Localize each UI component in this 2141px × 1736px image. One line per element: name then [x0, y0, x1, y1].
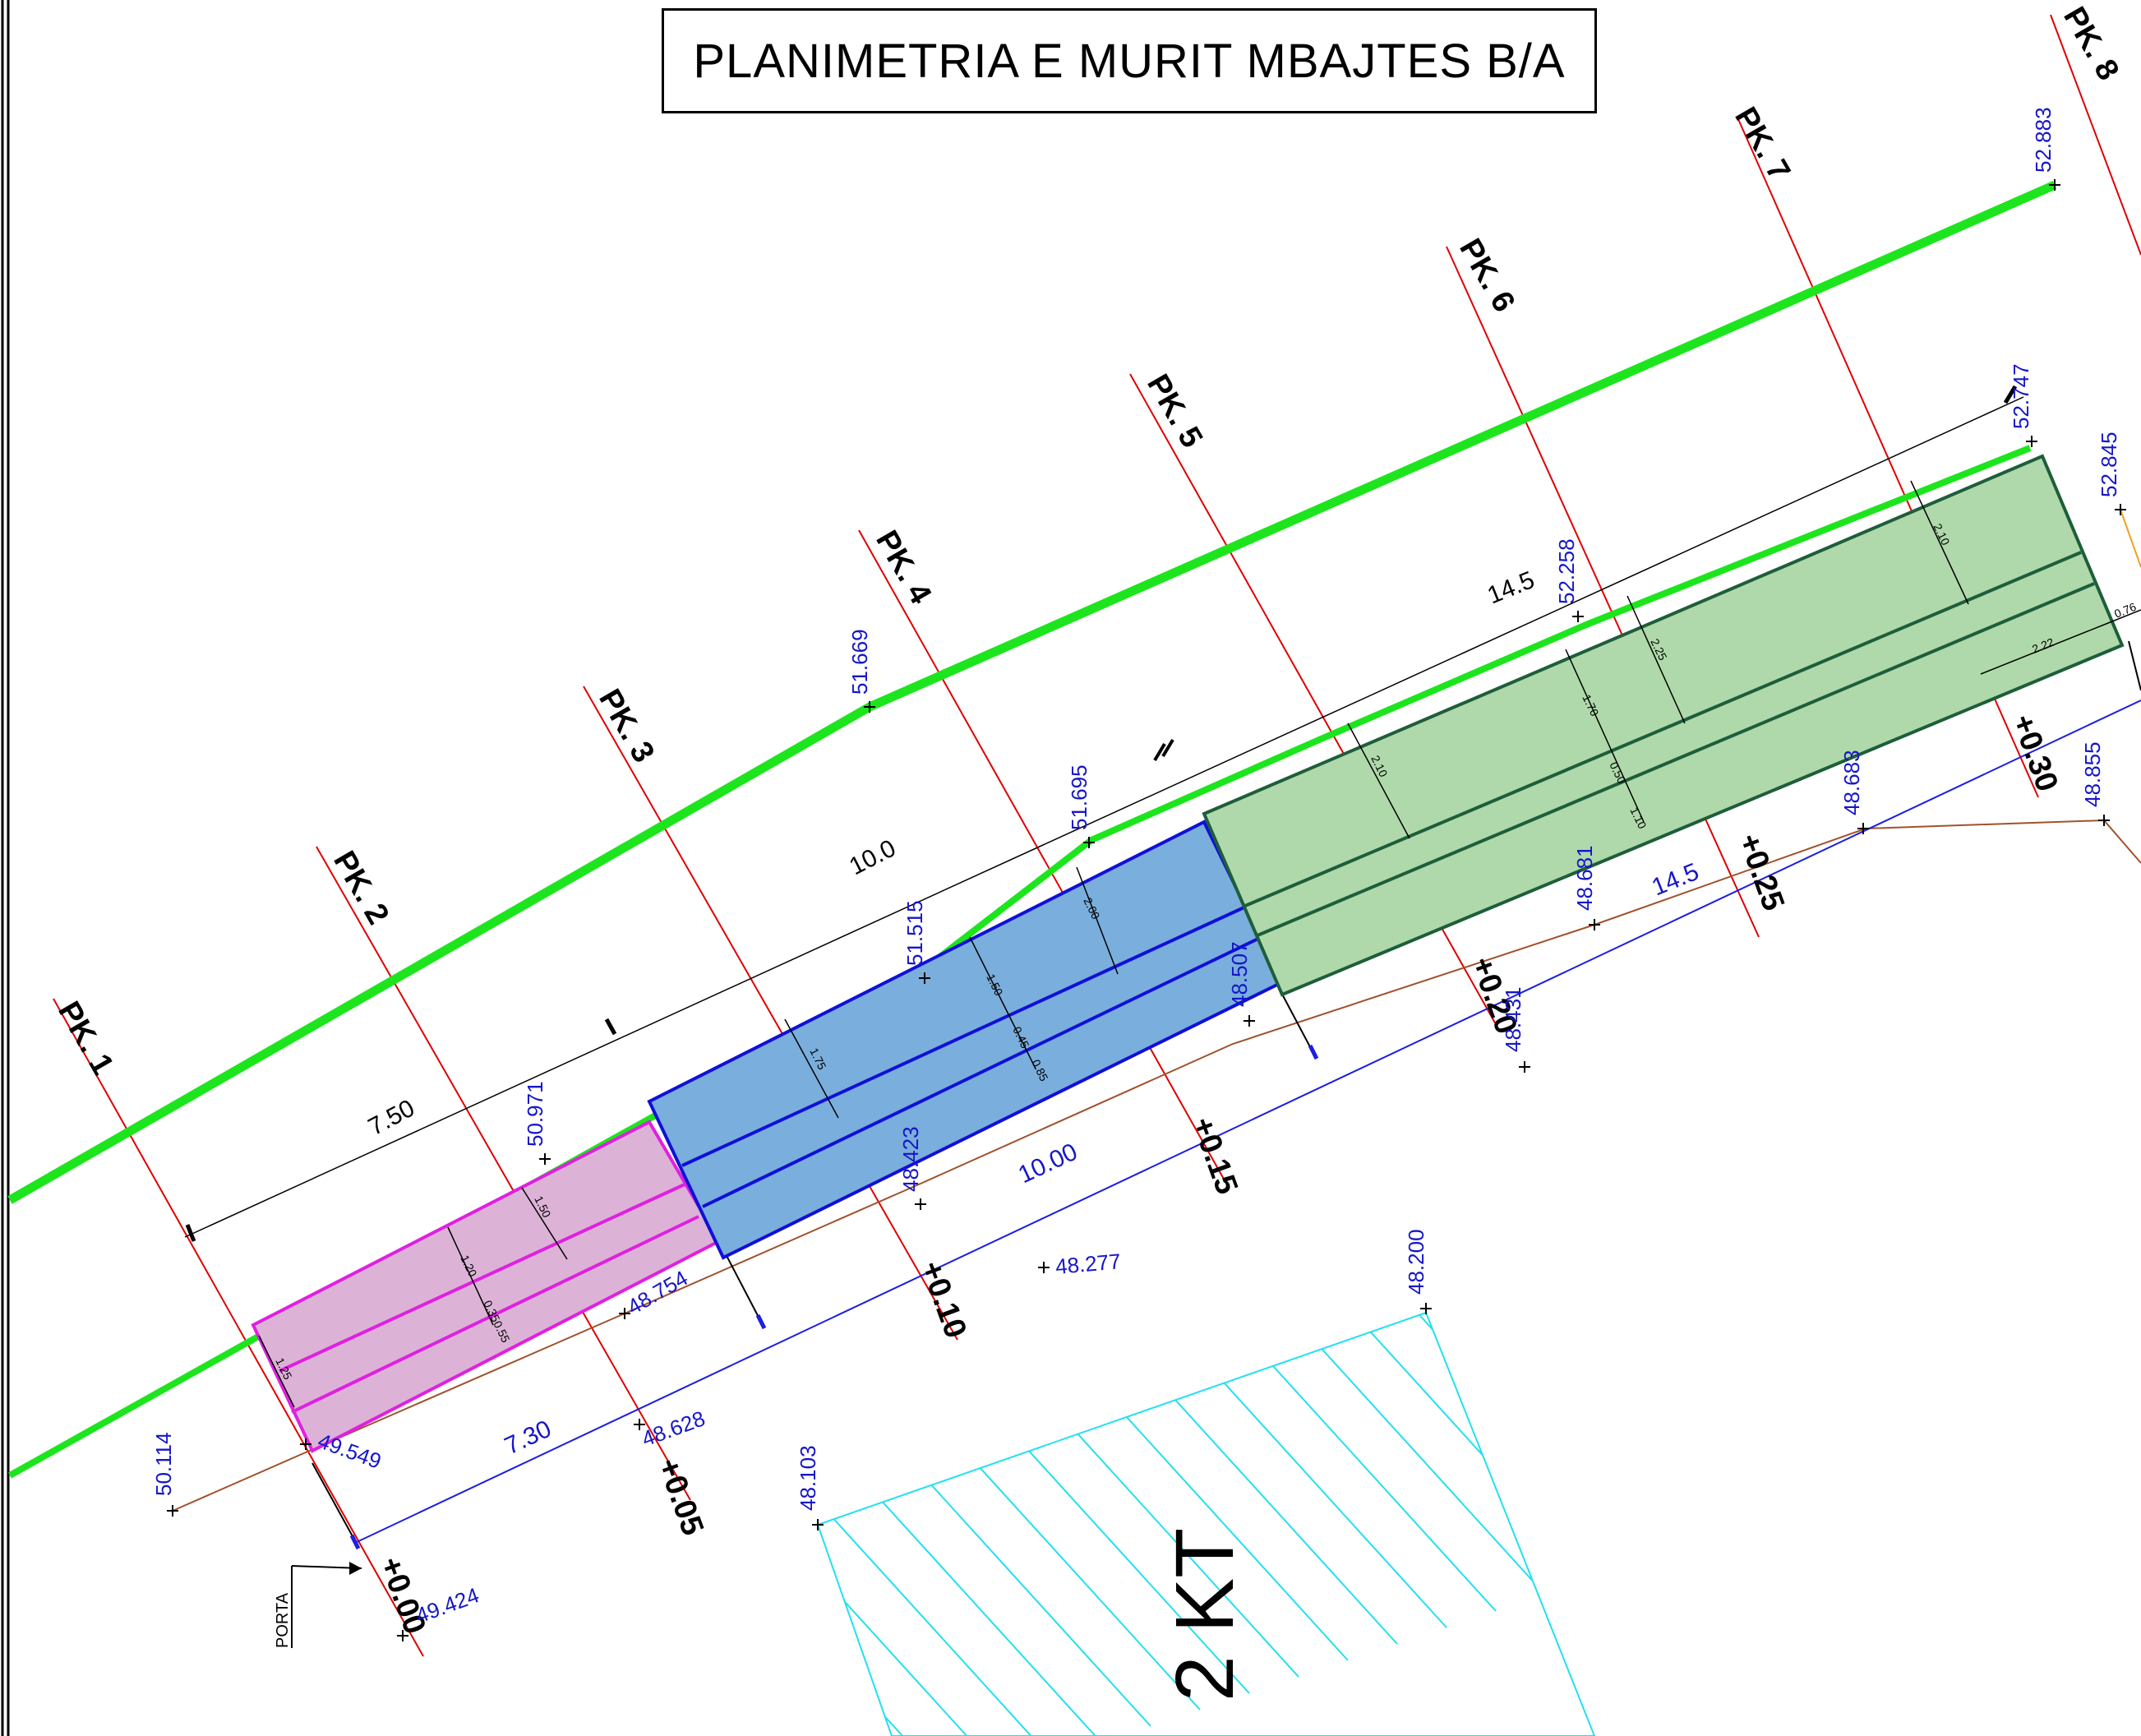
elevation-label: 48.423: [898, 1126, 923, 1192]
upper-dimension-label: 14.5: [1483, 566, 1539, 609]
base-dimension-line: [311, 640, 2141, 1550]
pk-label-1: PK. 1: [51, 996, 120, 1081]
upper-dimension-label: 10.0: [845, 834, 900, 880]
frame-left-border: [1, 0, 10, 1736]
orange-edge-segment: [2120, 509, 2141, 568]
elevation-marker: [1857, 823, 1869, 834]
pk-label-6: PK. 6: [1452, 233, 1521, 318]
chainage-label-7: +0.30: [2005, 710, 2065, 796]
pk-line-3: [583, 686, 958, 1341]
elevation-label: 48.200: [1404, 1229, 1428, 1295]
elevation-label: 49.549: [315, 1428, 385, 1473]
elevation-marker: [2098, 815, 2110, 826]
elevation-label: 48.431: [1501, 986, 1525, 1052]
elevation-marker: [634, 1419, 645, 1430]
elevation-marker: [397, 1630, 408, 1641]
base-dimension-label: 14.5: [1648, 858, 1703, 901]
chainage-label-2: +0.05: [651, 1454, 710, 1540]
elevation-label: 51.515: [902, 900, 927, 966]
elevation-marker: [812, 1519, 824, 1531]
elevation-label: 50.114: [151, 1432, 176, 1496]
drawing-title: PLANIMETRIA E MURIT MBAJTES B/A: [693, 34, 1566, 88]
wall-segment-3[interactable]: [1202, 454, 2141, 997]
title-box: PLANIMETRIA E MURIT MBAJTES B/A: [662, 8, 1597, 113]
elevation-marker: [1589, 919, 1600, 930]
elevation-label: 51.695: [1067, 764, 1091, 830]
elevation-label: 48.681: [1572, 845, 1597, 911]
elevation-marker: [1083, 837, 1095, 848]
elevation-marker: [2049, 179, 2060, 191]
elevation-marker: [1420, 1303, 1432, 1314]
elevation-marker: [619, 1308, 630, 1319]
elevation-marker: [539, 1153, 551, 1165]
elevation-label: 48.277: [1054, 1249, 1122, 1279]
elevation-label: 48.103: [796, 1445, 820, 1511]
elevation-label: 52.845: [2097, 432, 2121, 497]
chainage-label-4: +0.15: [1185, 1113, 1244, 1199]
elevation-marker: [864, 701, 875, 713]
elevation-marker: [1038, 1262, 1050, 1273]
elevation-label: 50.971: [523, 1081, 547, 1147]
elevation-marker: [167, 1505, 178, 1517]
pk-line-2: [316, 846, 691, 1501]
chainage-label-3: +0.10: [914, 1257, 973, 1343]
pk-label-3: PK. 3: [592, 684, 661, 769]
elevation-marker: [1244, 1015, 1255, 1027]
pk-label-7: PK. 7: [1728, 102, 1797, 187]
pk-line-1: [53, 998, 424, 1657]
elevation-marker: [919, 972, 930, 984]
elevation-label: 48.507: [1227, 941, 1252, 1007]
elevation-marker: [1519, 1061, 1530, 1073]
segment-3-dimension: 0.76: [2112, 600, 2138, 621]
elevation-label: 52.883: [2031, 107, 2056, 173]
porta-marker: [291, 1562, 362, 1648]
elevation-marker: [2115, 504, 2126, 515]
elevation-label: 51.669: [847, 629, 872, 695]
elevation-marker: [915, 1198, 926, 1210]
zone-label-2kt: 2 KT: [1159, 1528, 1251, 1701]
base-dimension-label: 7.30: [501, 1415, 556, 1461]
elevation-label: 52.747: [2009, 363, 2033, 429]
elevation-points-layer: 52.883 52.747 52.845 52.258 51.669 51.695 51.5…: [151, 107, 2126, 1641]
pk-line-4: [858, 529, 1230, 1189]
elevation-label: 48.628: [639, 1406, 708, 1451]
pk-line-8: [2050, 14, 2141, 256]
elevation-label: 52.258: [1554, 538, 1579, 604]
pk-line-6: [1446, 246, 1760, 938]
elevation-marker: [1572, 611, 1584, 622]
porta-label: PORTA: [274, 1592, 292, 1648]
elevation-marker: [2026, 436, 2037, 447]
terrain-line: [172, 819, 2141, 1512]
elevation-marker: [300, 1438, 311, 1450]
elevation-label: 48.683: [1839, 750, 1864, 815]
upper-dimension-line: [184, 385, 2024, 1242]
base-dimension-label: 10.00: [1014, 1138, 1082, 1189]
elevation-label: 49.424: [413, 1582, 482, 1628]
pk-label-2: PK. 2: [326, 846, 395, 930]
wall-segment-2[interactable]: [647, 820, 1285, 1260]
elevation-label: 48.855: [2080, 741, 2105, 807]
pk-label-8: PK. 8: [2056, 2, 2125, 86]
